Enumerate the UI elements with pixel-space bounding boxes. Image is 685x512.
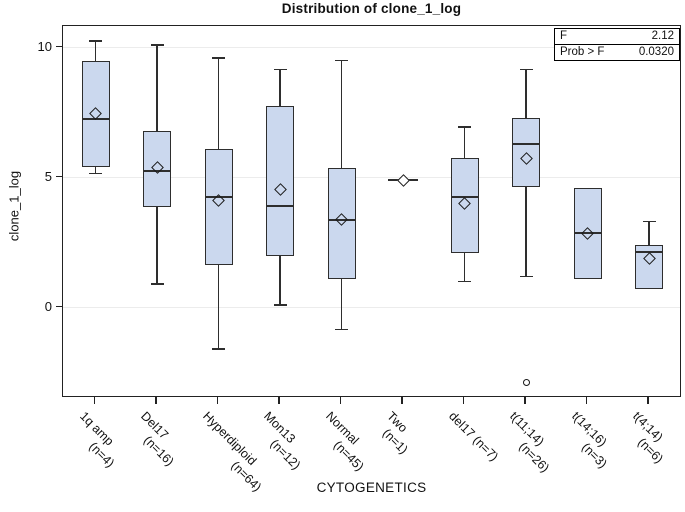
box [204, 148, 233, 265]
upper-whisker-cap [642, 220, 656, 223]
lower-whisker [279, 255, 281, 305]
x-tick-mark [339, 397, 342, 404]
upper-whisker [279, 69, 281, 106]
median-line [266, 205, 294, 208]
median-line [204, 196, 233, 198]
lower-whisker [94, 167, 97, 174]
chart-title: Distribution of clone_1_log [281, 1, 462, 16]
median-line [143, 170, 171, 172]
x-tick-mark [647, 397, 649, 404]
upper-whisker [463, 126, 466, 158]
y-tick-label: 5 [44, 168, 52, 184]
outlier-circle-icon [522, 379, 530, 387]
stat-label-f: F [560, 30, 568, 42]
y-tick-mark [55, 175, 63, 178]
y-tick-label: 0 [44, 298, 52, 314]
upper-whisker [525, 69, 527, 118]
upper-whisker [217, 57, 220, 149]
box [327, 168, 356, 279]
upper-whisker [648, 221, 650, 246]
upper-whisker [156, 44, 158, 131]
median-line [512, 142, 540, 145]
upper-whisker-cap [335, 59, 348, 62]
upper-whisker-cap [519, 68, 533, 71]
lower-whisker-cap [273, 304, 287, 306]
x-tick-mark [216, 397, 219, 404]
y-tick-mark [55, 45, 63, 48]
box [512, 117, 540, 187]
lower-whisker-cap [335, 328, 348, 331]
upper-whisker-cap [458, 126, 471, 128]
lower-whisker [525, 186, 527, 277]
lower-whisker-cap [150, 283, 164, 285]
x-tick-mark [524, 397, 526, 404]
box [266, 106, 294, 256]
lower-whisker-cap [89, 172, 102, 175]
stat-value-f: 2.12 [651, 30, 674, 42]
median-line [81, 118, 110, 120]
x-axis-title: CYTOGENETICS [316, 480, 427, 495]
x-tick-mark [462, 397, 465, 404]
lower-whisker-cap [458, 280, 471, 283]
upper-whisker [94, 41, 97, 61]
x-tick-label-text: t(11;14) (n=26) [496, 409, 563, 476]
x-tick-mark [585, 397, 588, 404]
stats-row-prob: Prob > F 0.0320 [555, 45, 679, 60]
y-tick-label: 10 [37, 38, 52, 54]
lower-whisker [463, 252, 466, 282]
upper-whisker-cap [212, 57, 225, 59]
lower-whisker-cap [212, 348, 225, 350]
stat-value-prob: 0.0320 [638, 46, 674, 58]
x-tick-label-text: Two (n=1) [373, 409, 421, 457]
median-line [327, 219, 356, 222]
box [450, 158, 479, 253]
box [81, 60, 110, 168]
gridline [63, 47, 680, 48]
x-tick-mark [93, 397, 96, 404]
median-line [573, 232, 602, 235]
upper-whisker-cap [150, 44, 164, 46]
x-tick-label-text: Del17 (n=16) [127, 409, 187, 469]
stat-label-prob: Prob > F [560, 46, 605, 58]
x-tick-mark [401, 397, 403, 404]
stats-row-f: F 2.12 [555, 29, 679, 45]
anova-stats-box: F 2.12 Prob > F 0.0320 [554, 28, 680, 61]
gridline [63, 177, 680, 178]
x-tick-mark [155, 397, 157, 404]
mean-diamond-icon [396, 173, 410, 187]
y-tick-mark [55, 305, 63, 308]
upper-whisker-cap [89, 40, 102, 42]
lower-whisker-cap [519, 275, 533, 278]
upper-whisker [340, 60, 343, 169]
lower-whisker [217, 264, 220, 350]
x-label-line1: del17 (n=7) [445, 409, 501, 464]
upper-whisker-cap [273, 68, 287, 71]
median-line [635, 250, 663, 253]
x-tick-label-text: 1q amp (n=4) [65, 409, 127, 471]
box [143, 130, 171, 208]
median-line [450, 196, 479, 198]
x-tick-label-text: Normal (n=45) [311, 409, 376, 474]
lower-whisker [340, 278, 343, 330]
x-tick-label-text: t(4;14) (n=6) [619, 409, 677, 467]
x-tick-label-text: t(14;16) (n=3) [557, 409, 620, 472]
lower-whisker [156, 207, 158, 285]
x-tick-label-text: del17 (n=7) [445, 409, 501, 465]
x-tick-mark [278, 397, 280, 404]
gridline [63, 307, 680, 308]
plot-area: F 2.12 Prob > F 0.0320 [62, 25, 681, 397]
